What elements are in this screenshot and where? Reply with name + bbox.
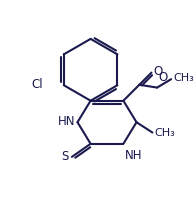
Text: O: O <box>158 71 167 84</box>
Text: Cl: Cl <box>32 78 43 91</box>
Text: O: O <box>153 65 163 78</box>
Text: S: S <box>62 150 69 163</box>
Text: CH₃: CH₃ <box>154 128 175 138</box>
Text: CH₃: CH₃ <box>173 73 194 83</box>
Text: HN: HN <box>58 115 76 128</box>
Text: NH: NH <box>125 149 143 163</box>
